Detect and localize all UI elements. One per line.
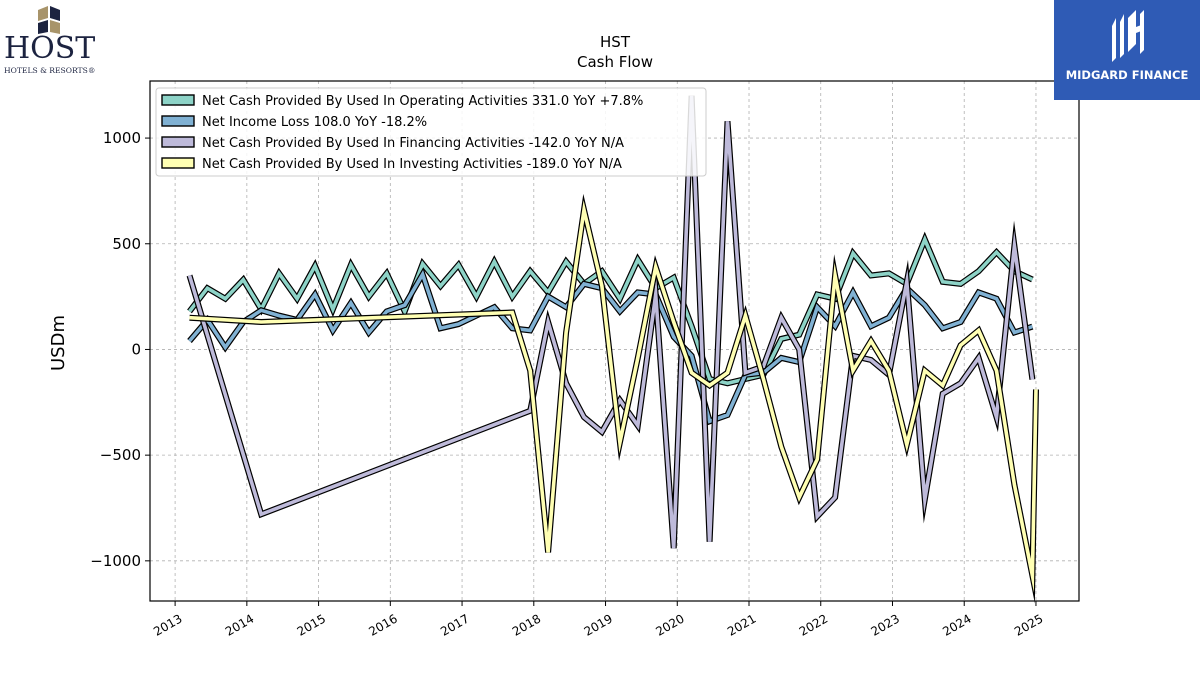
- x-tick-label-2015: 2015: [295, 611, 328, 638]
- x-tick-label-2020: 2020: [653, 611, 686, 638]
- host-hotels-logo: HOST HOTELS & RESORTS®: [4, 4, 104, 75]
- y-tick-label-0: 0: [131, 340, 141, 358]
- x-tick-label-2024: 2024: [940, 611, 973, 638]
- host-logo-tagline: HOTELS & RESORTS®: [4, 66, 96, 75]
- plot-frame: [149, 80, 1080, 602]
- midgard-logo-wordmark: MIDGARD FINANCE: [1065, 68, 1189, 82]
- x-tick-label-2018: 2018: [510, 611, 543, 638]
- chart-title: HST: [600, 33, 631, 51]
- legend-box: [155, 87, 707, 177]
- x-tick-label-2025: 2025: [1012, 611, 1045, 638]
- legend-swatch-financing: [161, 136, 195, 148]
- midgard-finance-logo: MIDGARD FINANCE: [1054, 0, 1200, 100]
- series-lines: [186, 95, 1039, 604]
- x-tick-label-2017: 2017: [438, 611, 471, 638]
- x-tick-label-2014: 2014: [223, 611, 256, 638]
- legend-swatch-net-income: [161, 115, 195, 127]
- legend-label-financing: Net Cash Provided By Used In Financing A…: [202, 136, 624, 151]
- legend-swatch-investing: [161, 157, 195, 169]
- chart-subtitle: Cash Flow: [577, 53, 653, 71]
- midgard-emblem-icon: [1112, 10, 1144, 62]
- y-tick-label-1000: 1000: [103, 129, 141, 147]
- x-tick-label-2021: 2021: [725, 611, 758, 638]
- x-tick-label-2013: 2013: [151, 611, 184, 638]
- y-tick-label-1000: −1000: [90, 552, 141, 570]
- x-tick-label-2023: 2023: [869, 611, 902, 638]
- legend-label-investing: Net Cash Provided By Used In Investing A…: [202, 157, 622, 172]
- host-logo-wordmark: HOST: [4, 31, 96, 66]
- y-tick-label-500: −500: [100, 446, 141, 464]
- x-tick-label-2019: 2019: [582, 611, 615, 638]
- legend-swatch-operating: [161, 94, 195, 106]
- x-tick-label-2016: 2016: [366, 611, 399, 638]
- legend: Net Cash Provided By Used In Operating A…: [155, 87, 707, 177]
- x-tick-label-2022: 2022: [797, 611, 830, 638]
- legend-label-net-income: Net Income Loss 108.0 YoY -18.2%: [202, 115, 427, 130]
- series-line-net-cash-provided-by-used-in-investing-activities: [189, 200, 1038, 593]
- series-line-net-income-loss: [188, 270, 1033, 424]
- y-tick-label-500: 500: [112, 235, 141, 253]
- legend-label-operating: Net Cash Provided By Used In Operating A…: [202, 94, 643, 109]
- series-line-net-cash-provided-by-used-in-operating-activities: [188, 234, 1034, 386]
- y-axis-label: USDm: [48, 315, 69, 371]
- series-line-net-cash-provided-by-used-in-financing-activities: [187, 95, 1035, 549]
- host-emblem-icon: [38, 6, 60, 34]
